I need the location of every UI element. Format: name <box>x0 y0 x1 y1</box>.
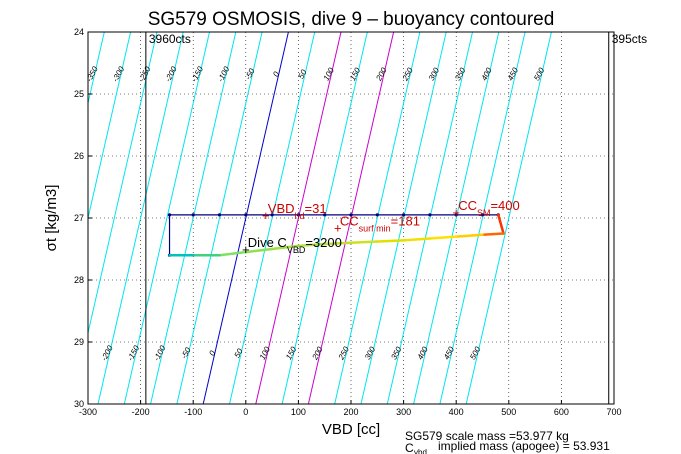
annotation-marker: + <box>262 208 270 223</box>
chart-title: SG579 OSMOSIS, dive 9 – buoyancy contour… <box>148 9 555 30</box>
isoline <box>255 32 342 404</box>
isoline <box>386 32 473 404</box>
isoline <box>334 32 421 404</box>
annotation-marker: + <box>242 242 250 257</box>
climb-segment <box>402 237 432 242</box>
isoline <box>88 32 158 336</box>
y-tick-label: 29 <box>74 337 84 347</box>
annotation: CCsurf min=181 <box>340 213 420 233</box>
x-tick-label: 0 <box>243 407 248 417</box>
x-tick-label: 500 <box>501 407 516 417</box>
footer-scale-mass: SG579 scale mass =53.977 kg <box>405 429 569 443</box>
isoline <box>465 32 552 404</box>
climb-segment <box>376 239 405 243</box>
climb-segment <box>297 242 326 248</box>
climb-segment <box>349 240 379 245</box>
dive-point <box>454 213 458 217</box>
y-tick-label: 24 <box>74 27 84 37</box>
annotation-marker: + <box>334 220 342 235</box>
isoline <box>413 32 500 404</box>
isoline <box>439 32 526 404</box>
isoline <box>360 32 447 404</box>
footer-implied-mass: implied mass (apogee) = 53.931 <box>438 439 610 453</box>
x-axis-label: VBD [cc] <box>322 421 380 438</box>
footer-cvbd-subscript: vbd <box>414 448 427 454</box>
climb-segment <box>323 241 353 246</box>
footer-cvbd-symbol: C <box>405 441 414 454</box>
x-tick-label: -300 <box>79 407 97 417</box>
annotation: CCSM=400 <box>458 198 520 218</box>
annotation: Dive CVBD=3200 <box>248 235 342 255</box>
limit-line-label: 3960cts <box>149 32 191 46</box>
dive-point <box>349 213 353 217</box>
dive-point <box>296 213 300 217</box>
climb-segment <box>454 233 484 238</box>
annotation: VBDhd=31 <box>268 201 327 221</box>
dive-point <box>402 213 406 217</box>
isoline <box>281 32 368 404</box>
y-tick-label: 27 <box>74 213 84 223</box>
isoline <box>229 32 316 404</box>
isoline <box>150 32 237 404</box>
x-tick-label: 100 <box>291 407 306 417</box>
annotation-marker: + <box>452 205 460 220</box>
isoline-label: 0 <box>207 349 217 358</box>
y-tick-label: 25 <box>74 89 84 99</box>
x-tick-label: 200 <box>343 407 358 417</box>
dive-point <box>375 213 379 217</box>
y-tick-label: 26 <box>74 151 84 161</box>
dive-point <box>270 213 274 217</box>
x-tick-label: 300 <box>396 407 411 417</box>
climb-segment <box>218 250 248 257</box>
y-axis-label: σt [kg/m3] <box>43 185 60 252</box>
x-tick-label: -100 <box>184 407 202 417</box>
dive-point <box>480 213 485 217</box>
isoline-label: 0 <box>271 70 281 79</box>
dive-point <box>428 213 432 217</box>
dive-point <box>191 213 195 217</box>
climb-segment <box>428 235 458 240</box>
y-tick-label: 30 <box>74 399 84 409</box>
x-tick-label: 400 <box>449 407 464 417</box>
y-tick-label: 28 <box>74 275 84 285</box>
dive-point <box>217 213 222 217</box>
dive-point <box>323 213 327 217</box>
isoline <box>123 32 210 404</box>
x-tick-label: 600 <box>554 407 569 417</box>
x-tick-label: 700 <box>606 407 621 417</box>
isoline <box>176 32 263 404</box>
climb-segment <box>270 244 300 251</box>
climb-segment <box>244 247 274 254</box>
x-tick-label: -200 <box>132 407 150 417</box>
isoline <box>307 32 395 404</box>
isoline <box>0 32 78 404</box>
dive-point <box>167 213 172 217</box>
limit-line-label: 395cts <box>612 32 647 46</box>
isoline <box>97 32 184 404</box>
isoline <box>202 32 289 404</box>
dive-point <box>244 213 248 217</box>
climb-segment <box>497 213 505 235</box>
climb-segment <box>481 232 505 236</box>
